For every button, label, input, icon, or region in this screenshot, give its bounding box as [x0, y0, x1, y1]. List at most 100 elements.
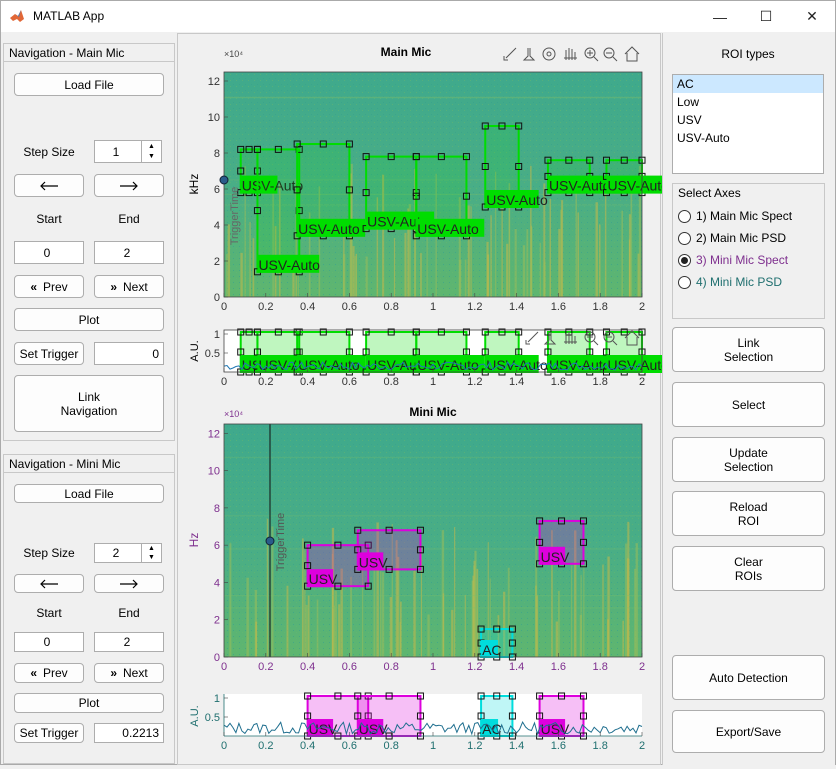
roi-handle[interactable] — [412, 153, 420, 161]
roi-handle[interactable] — [602, 156, 610, 164]
roi-handle[interactable] — [237, 145, 245, 153]
set-trigger-button[interactable]: Set Trigger — [14, 723, 84, 743]
roi-handle[interactable] — [293, 328, 301, 336]
roi-handle[interactable] — [245, 145, 253, 153]
roi-handle[interactable] — [477, 625, 485, 633]
spinner-up-icon[interactable]: ▲ — [148, 545, 155, 552]
roi-handle[interactable] — [319, 328, 327, 336]
roi-handle[interactable] — [364, 541, 372, 549]
roi-handle[interactable] — [515, 122, 523, 130]
roi-handle[interactable] — [544, 156, 552, 164]
roi-handle[interactable] — [319, 140, 327, 148]
step-size-spinner[interactable]: 2 ▲ ▼ — [94, 543, 162, 563]
axes-radio-option[interactable]: 4) Mini Mic PSD — [678, 275, 782, 289]
roi-handle[interactable] — [385, 692, 393, 700]
roi-handle[interactable] — [364, 582, 372, 590]
roi-handle[interactable] — [237, 328, 245, 336]
roi-handle[interactable] — [416, 565, 424, 573]
data-tips-icon[interactable] — [522, 48, 536, 61]
step-forward-button[interactable] — [94, 574, 164, 593]
plot-button[interactable]: Plot — [14, 308, 164, 331]
radio-button-icon[interactable] — [678, 275, 691, 289]
roi-type-item[interactable]: AC — [673, 75, 823, 93]
zoom-out-icon[interactable] — [603, 331, 618, 346]
brush-icon[interactable] — [503, 47, 517, 61]
end-input[interactable]: 2 — [94, 632, 164, 652]
axes-radio-option[interactable]: 1) Main Mic Spect — [678, 209, 792, 223]
roi-handle[interactable] — [579, 517, 587, 525]
roi-handle[interactable] — [416, 712, 424, 720]
zoom-in-icon[interactable] — [584, 47, 599, 62]
start-input[interactable]: 0 — [14, 632, 84, 652]
axes-radio-option[interactable]: 2) Main Mic PSD — [678, 231, 786, 245]
roi-handle[interactable] — [586, 156, 594, 164]
roi-handle[interactable] — [602, 348, 610, 356]
roi-handle[interactable] — [293, 140, 301, 148]
roi-handle[interactable] — [536, 538, 544, 546]
export-save-button[interactable]: Export/Save — [672, 710, 825, 753]
roi-handle[interactable] — [493, 692, 501, 700]
step-size-spinner[interactable]: 1 ▲ ▼ — [94, 140, 162, 163]
load-file-button[interactable]: Load File — [14, 484, 164, 503]
zoom-out-icon[interactable] — [603, 47, 618, 62]
roi-handle[interactable] — [437, 153, 445, 161]
step-back-button[interactable] — [14, 174, 84, 197]
select-button[interactable]: Select — [672, 382, 825, 427]
roi-handle[interactable] — [334, 582, 342, 590]
roi-handle[interactable] — [387, 328, 395, 336]
roi-handle[interactable] — [412, 192, 420, 200]
clear-rois-button[interactable]: Clear ROIs — [672, 546, 825, 591]
roi-box[interactable]: USV-Auto — [602, 156, 669, 197]
maximize-icon[interactable]: ☐ — [759, 8, 773, 24]
roi-handle[interactable] — [579, 538, 587, 546]
prev-button[interactable]: « Prev — [14, 275, 84, 298]
roi-handle[interactable] — [508, 692, 516, 700]
roi-type-item[interactable]: USV-Auto — [677, 131, 730, 145]
roi-box[interactable]: USV — [354, 526, 424, 573]
roi-handle[interactable] — [536, 692, 544, 700]
roi-handle[interactable] — [515, 328, 523, 336]
auto-detection-button[interactable]: Auto Detection — [672, 655, 825, 700]
pan-icon[interactable] — [564, 332, 577, 344]
end-input[interactable]: 2 — [94, 241, 164, 264]
axes-radio-option[interactable]: 3) Mini Mic Spect — [678, 253, 788, 267]
spinner-up-icon[interactable]: ▲ — [148, 142, 155, 150]
roi-box[interactable]: USV-Auto — [293, 140, 366, 240]
roi-handle[interactable] — [334, 692, 342, 700]
roi-handle[interactable] — [477, 692, 485, 700]
radio-button-icon[interactable] — [678, 231, 691, 245]
roi-handle[interactable] — [345, 328, 353, 336]
spinner-arrows[interactable]: ▲ ▼ — [141, 544, 161, 562]
roi-handle[interactable] — [354, 692, 362, 700]
roi-handle[interactable] — [362, 328, 370, 336]
roi-handle[interactable] — [481, 328, 489, 336]
roi-box[interactable]: USV — [354, 692, 424, 740]
roi-handle[interactable] — [481, 163, 489, 170]
update-selection-button[interactable]: Update Selection — [672, 437, 825, 482]
spinner-arrows[interactable]: ▲ ▼ — [141, 141, 161, 162]
roi-handle[interactable] — [274, 145, 282, 153]
roi-handle[interactable] — [462, 328, 470, 336]
roi-handle[interactable] — [462, 153, 470, 161]
roi-handle[interactable] — [385, 565, 393, 573]
roi-handle[interactable] — [437, 328, 445, 336]
step-forward-button[interactable] — [94, 174, 164, 197]
roi-handle[interactable] — [253, 207, 261, 215]
roi-handle[interactable] — [515, 163, 523, 170]
roi-handle[interactable] — [620, 328, 628, 336]
mini-roi-layer[interactable]: USV USV USV AC — [304, 517, 587, 661]
roi-box[interactable]: AC — [477, 625, 516, 661]
prev-button[interactable]: « Prev — [14, 663, 84, 683]
next-button[interactable]: » Next — [94, 663, 164, 683]
roi-handle[interactable] — [345, 186, 353, 194]
roi-handle[interactable] — [304, 692, 312, 700]
spinner-down-icon[interactable]: ▼ — [148, 554, 155, 561]
roi-handle[interactable] — [508, 712, 516, 720]
roi-handle[interactable] — [412, 328, 420, 336]
roi-handle[interactable] — [416, 526, 424, 534]
roi-handle[interactable] — [245, 328, 253, 336]
roi-handle[interactable] — [536, 712, 544, 720]
roi-box[interactable]: USV-Auto — [253, 145, 320, 276]
